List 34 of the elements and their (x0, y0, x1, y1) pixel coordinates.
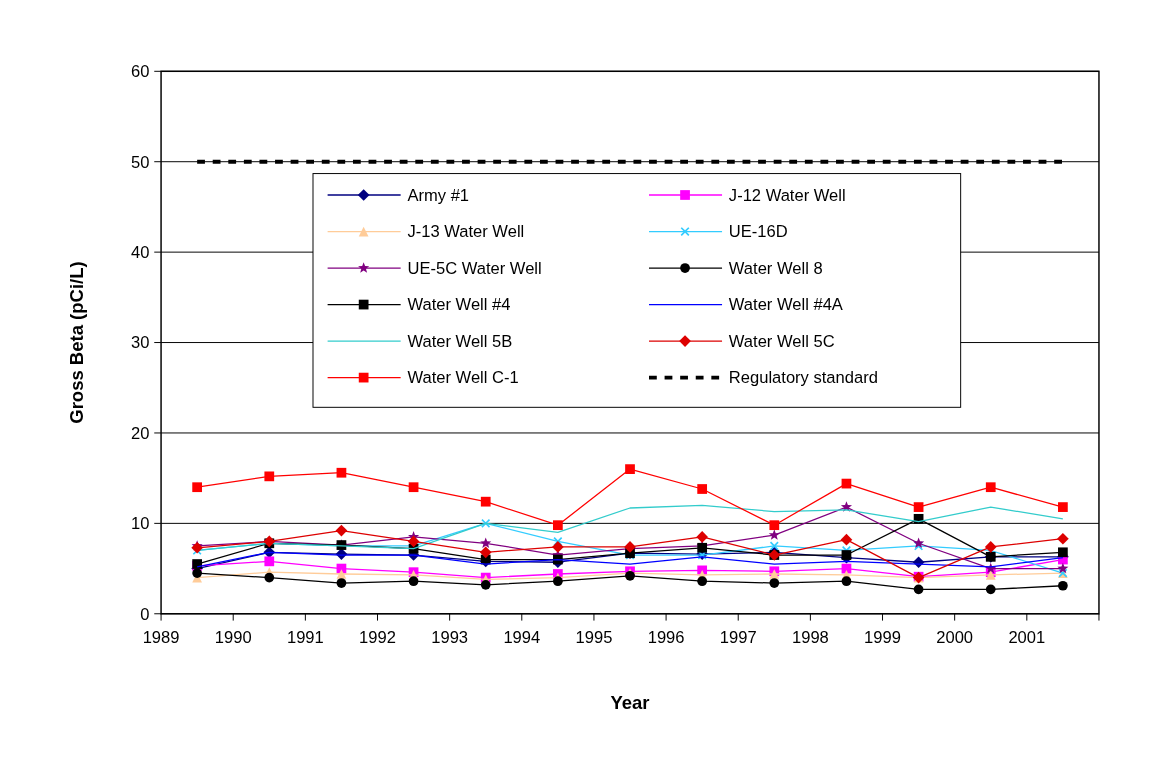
x-tick-label: 2001 (1008, 628, 1046, 647)
x-tick-label: 1996 (647, 628, 685, 647)
legend-label: Water Well C-1 (407, 368, 519, 388)
legend-label: UE-5C Water Well (407, 258, 542, 278)
legend-label: Water Well 5C (728, 331, 835, 351)
x-tick-label: 1998 (791, 628, 829, 647)
legend-label: UE-16D (728, 222, 788, 242)
x-tick-label: 1999 (864, 628, 901, 647)
legend-label: J-12 Water Well (728, 185, 846, 205)
x-tick-label: 1993 (431, 628, 469, 647)
x-tick-label: 1995 (575, 628, 613, 647)
y-axis-title: Gross Beta (pCi/L) (66, 261, 88, 424)
legend-label: Water Well #4A (728, 295, 843, 315)
legend-label: Water Well #4 (407, 295, 511, 315)
x-tick-label: 1994 (503, 628, 541, 647)
x-tick-label: 1990 (214, 628, 252, 647)
y-tick-label: 50 (130, 152, 150, 172)
x-tick-label: 1991 (286, 628, 324, 647)
x-tick-label: 1989 (142, 628, 180, 647)
legend-label: Regulatory standard (728, 368, 878, 388)
legend-label: Water Well 8 (728, 258, 823, 278)
y-tick-label: 0 (140, 604, 150, 624)
x-axis-title: Year (610, 692, 650, 714)
legend-label: J-13 Water Well (407, 222, 525, 242)
legend-label: Water Well 5B (407, 331, 513, 351)
y-tick-label: 60 (130, 62, 150, 82)
y-tick-label: 10 (130, 514, 150, 534)
y-tick-label: 30 (130, 333, 150, 353)
y-tick-label: 40 (130, 242, 150, 262)
x-tick-label: 2000 (936, 628, 974, 647)
legend-label: Army #1 (407, 185, 470, 205)
x-tick-label: 1997 (719, 628, 757, 647)
y-tick-label: 20 (130, 423, 150, 443)
x-tick-label: 1992 (359, 628, 396, 647)
